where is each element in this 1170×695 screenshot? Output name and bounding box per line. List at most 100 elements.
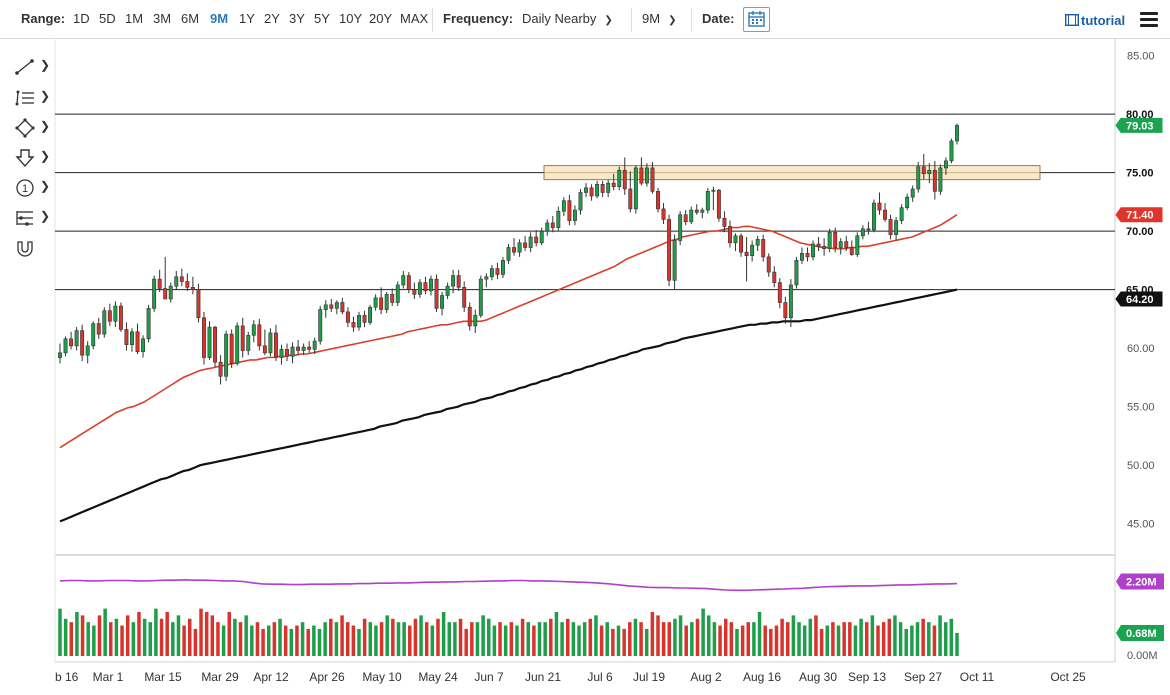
volume-bar	[295, 625, 299, 656]
volume-bar	[227, 612, 231, 656]
counter-tool[interactable]: 1 ❯	[10, 176, 50, 200]
candle-body	[694, 209, 699, 213]
candle	[246, 331, 251, 356]
range-button-2y[interactable]: 2Y	[264, 11, 280, 26]
range-button-3m[interactable]: 3M	[153, 11, 172, 26]
price-tag-bg	[1115, 207, 1163, 223]
200-day-ma-line	[59, 288, 958, 523]
volume-bar	[678, 615, 683, 656]
candle-body	[794, 260, 799, 286]
candle-body	[600, 184, 605, 193]
price-tag-bg	[1115, 117, 1163, 133]
arrow-tool[interactable]: ❯	[10, 146, 50, 170]
candle-body	[816, 243, 821, 247]
candle-body	[85, 345, 90, 356]
volume-bar	[616, 625, 621, 656]
price-tag-75-00: 75.00	[1115, 165, 1163, 181]
candle	[506, 244, 511, 264]
candle-body	[766, 256, 771, 273]
frequency-dropdown[interactable]: Daily Nearby ❯	[522, 11, 613, 26]
candle	[772, 266, 777, 288]
price-tag-label: 64.20	[1126, 294, 1154, 306]
volume-bar	[199, 608, 203, 656]
range-button-3y[interactable]: 3Y	[289, 11, 305, 26]
candle-body	[672, 240, 677, 281]
candle	[434, 274, 439, 312]
volume-tag-bg	[1116, 624, 1164, 641]
pattern-tool[interactable]: ❯	[10, 206, 50, 230]
candle-body	[146, 308, 151, 340]
range-button-6m[interactable]: 6M	[181, 11, 200, 26]
candle	[63, 336, 68, 357]
volume-bar	[723, 618, 728, 656]
volume-bar	[537, 622, 542, 656]
menu-icon[interactable]	[1140, 12, 1158, 30]
candle-body	[899, 207, 904, 221]
range-button-5y[interactable]: 5Y	[314, 11, 330, 26]
volume-bar	[430, 625, 435, 656]
volume-bar	[125, 615, 130, 656]
candle	[866, 221, 871, 235]
magnet-icon	[17, 241, 33, 257]
volume-bar	[436, 618, 440, 656]
candle-body	[661, 208, 666, 220]
price-chart[interactable]: 85.0080.0075.0070.0065.0060.0055.0050.00…	[0, 38, 1170, 695]
candle	[733, 233, 738, 252]
volume-bar	[661, 622, 666, 656]
volume-bar	[97, 615, 102, 656]
range-button-max[interactable]: MAX	[400, 11, 429, 26]
candle-body	[213, 326, 217, 363]
volume-bar	[515, 625, 519, 656]
volume-bar	[69, 622, 74, 656]
period-dropdown[interactable]: 9M ❯	[642, 11, 676, 26]
fibonacci-tool[interactable]: ❯	[10, 86, 50, 110]
candle	[179, 268, 184, 287]
volume-bar	[859, 618, 863, 656]
volume-bar	[75, 612, 79, 656]
candle	[190, 276, 195, 295]
date-label: Date:	[702, 11, 735, 26]
candle-body	[855, 235, 860, 255]
price-tick-label: 45.00	[1127, 519, 1155, 531]
magnet-tool[interactable]	[10, 236, 50, 260]
range-button-1y[interactable]: 1Y	[239, 11, 255, 26]
candle-body	[556, 210, 561, 228]
range-button-20y[interactable]: 20Y	[369, 11, 393, 26]
time-tick-label: Jul 19	[633, 670, 665, 684]
candle-body	[423, 282, 428, 292]
candle	[556, 206, 561, 232]
volume-bar	[261, 628, 265, 656]
volume-bar	[86, 622, 90, 656]
volume-bar	[520, 618, 525, 656]
candle-body	[705, 191, 710, 211]
volume-bar	[176, 615, 181, 656]
candle	[362, 310, 367, 328]
range-button-5d[interactable]: 5D	[99, 11, 116, 26]
tutorial-link[interactable]: tutorial	[1064, 13, 1125, 28]
trendline-tool[interactable]: ❯	[10, 55, 50, 79]
chevron-right-icon: ❯	[40, 119, 51, 133]
candle-body	[113, 305, 118, 322]
shapes-tool[interactable]: ❯	[10, 116, 50, 140]
candle-body	[955, 125, 959, 142]
candle-body	[733, 235, 738, 244]
volume-bar	[413, 618, 418, 656]
range-button-10y[interactable]: 10Y	[339, 11, 363, 26]
range-button-1d[interactable]: 1D	[73, 11, 90, 26]
candle	[69, 331, 74, 350]
candle-body	[445, 285, 450, 296]
volume-bar	[368, 622, 373, 656]
range-button-1m[interactable]: 1M	[125, 11, 144, 26]
candle-body	[894, 220, 899, 235]
candle-body	[179, 276, 184, 282]
volume-bar	[221, 625, 226, 656]
date-picker-button[interactable]	[743, 7, 770, 32]
range-button-9m[interactable]: 9M	[210, 11, 229, 26]
volume-bar	[594, 615, 598, 656]
candle-body	[860, 228, 865, 237]
volume-bar	[904, 628, 908, 656]
candle	[550, 215, 555, 233]
candle-body	[611, 182, 616, 187]
volume-bar	[786, 622, 790, 656]
time-tick-label: Oct 11	[960, 670, 995, 684]
